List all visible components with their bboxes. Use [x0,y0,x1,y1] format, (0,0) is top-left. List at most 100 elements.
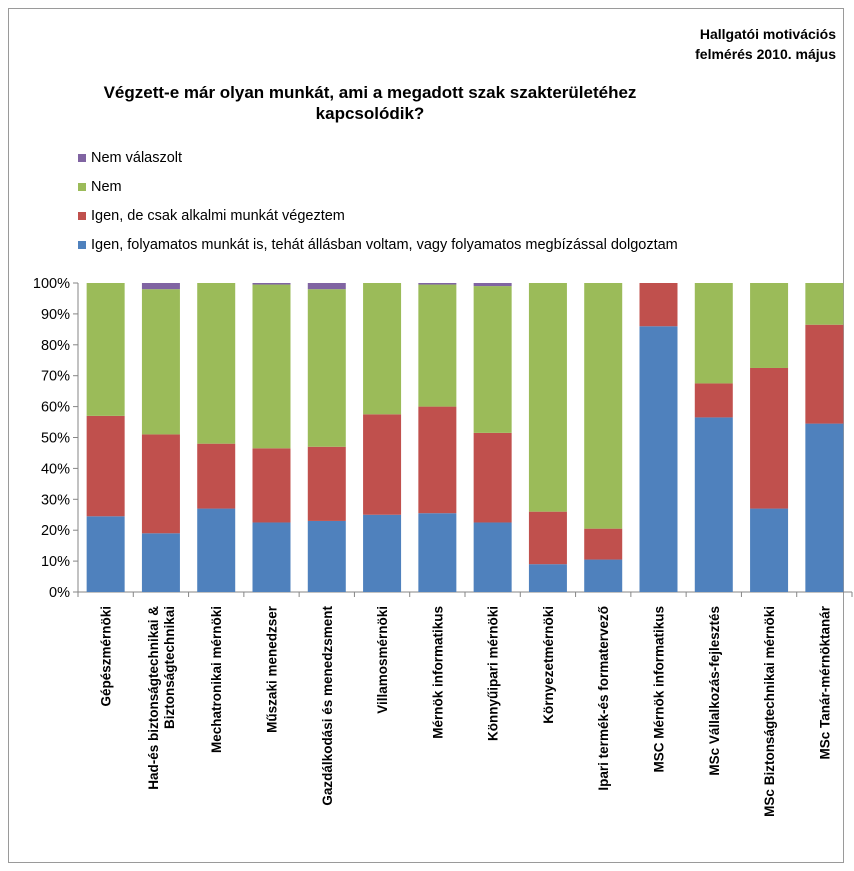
legend-label: Igen, de csak alkalmi munkát végeztem [91,208,345,224]
x-tick-label-line: Műszaki menedzser [265,605,280,733]
y-tick-label: 50% [41,431,70,447]
bar-segment [197,443,236,509]
legend-swatch [78,183,86,191]
bar-segment [805,283,844,325]
x-tick-label-line: Mérnök informatikus [430,606,445,739]
bar-segment [639,326,678,592]
bar-segment [584,283,623,529]
legend-label: Nem [91,179,122,195]
x-tick-label-line: Mechatronikai mérnöki [209,606,224,753]
x-tick-label-line: MSc Tanár-mérnöktanár [817,605,832,759]
bar-segment [86,415,125,517]
chart-title-line2: kapcsolódik? [315,104,425,123]
x-tick-label: MSc Biztonságtechnikai mérnöki [762,606,777,817]
bar-segment [805,324,844,424]
x-tick-label-line: Biztonságtechnikai [162,606,177,729]
x-tick-label-line: MSC Mérnök informatikus [652,606,667,773]
bar-segment [252,448,291,523]
chart-title: Végzett-e már olyan munkát, ami a megado… [70,82,670,124]
x-tick-label: Gépészmérnöki [99,606,114,707]
bar-segment [584,559,623,592]
x-tick-label: Műszaki menedzser [265,605,280,733]
bar-segment [750,283,789,368]
y-tick-label: 100% [33,276,70,292]
bar-segment [473,283,512,287]
x-tick-label: Villamosmérnöki [375,606,390,714]
bar-segment [584,528,623,560]
y-tick-label: 0% [49,585,70,601]
bar-segment [418,283,457,285]
bar-segment [252,283,291,285]
bar-segment [750,508,789,592]
bar-segment [473,522,512,592]
y-tick-label: 30% [41,492,70,508]
bar-segment [528,511,567,565]
survey-note: Hallgatói motivációs felmérés 2010. máju… [695,24,836,64]
bar-segment [750,367,789,509]
y-tick-label: 10% [41,554,70,570]
y-tick-label: 80% [41,338,70,354]
chart-title-line1: Végzett-e már olyan munkát, ami a megado… [103,83,637,102]
x-tick-label-line: Gazdálkodási és menedzsment [320,606,335,806]
bar-segment [86,516,125,592]
survey-note-line2: felmérés 2010. május [695,46,836,62]
bar-segment [694,283,733,384]
bar-segment [197,508,236,592]
bar-segment [197,283,236,444]
x-tick-label-line: Környezetmérnöki [541,606,556,724]
bar-segment [418,406,457,514]
x-tick-label: Ipari termék-és formatervező [596,606,611,791]
bar-segment [528,283,567,512]
bar-segment [418,284,457,407]
bar-segment [473,286,512,433]
x-tick-label: Mechatronikai mérnöki [209,606,224,753]
bar-segment [528,564,567,592]
y-tick-label: 90% [41,307,70,323]
bar-segment [307,289,346,447]
x-tick-label: MSC Mérnök informatikus [652,606,667,773]
x-tick-label: MSc Tanár-mérnöktanár [817,605,832,759]
y-tick-label: 40% [41,461,70,477]
x-tick-label-line: Ipari termék-és formatervező [596,606,611,791]
legend-swatch [78,212,86,220]
x-tick-label-line: Könnyűipari mérnöki [486,606,501,741]
bar-segment [418,513,457,592]
bar-segment [805,423,844,592]
bar-segment [86,283,125,416]
y-tick-label: 20% [41,523,70,539]
x-tick-label-line: Gépészmérnöki [99,606,114,707]
x-tick-label: Környezetmérnöki [541,606,556,724]
x-tick-label: Mérnök informatikus [430,606,445,739]
legend-label: Nem válaszolt [91,150,183,166]
bar-segment [141,283,180,290]
bar-segment [639,283,678,327]
legend-swatch [78,154,86,162]
x-tick-label: Könnyűipari mérnöki [486,606,501,741]
bar-segment [141,434,180,534]
bar-segment [307,520,346,592]
x-tick-label: Had-és biztonságtechnikai &Biztonságtech… [146,606,177,790]
bar-segment [694,383,733,418]
legend-swatch [78,241,86,249]
bar-segment [307,446,346,521]
x-tick-label: Gazdálkodási és menedzsment [320,606,335,806]
bar-segment [252,522,291,592]
x-tick-label-line: MSc Biztonságtechnikai mérnöki [762,606,777,817]
bar-segment [141,533,180,592]
bar-segment [363,514,402,592]
bar-segment [694,417,733,592]
bar-segment [363,283,402,415]
x-tick-label: MSc Vállalkozás-fejlesztés [707,606,722,776]
x-tick-label-line: Had-és biztonságtechnikai & [146,606,161,790]
bar-segment [473,432,512,523]
bar-segment [252,284,291,449]
x-tick-label-line: Villamosmérnöki [375,606,390,714]
bar-segment [307,283,346,290]
x-tick-label-line: MSc Vállalkozás-fejlesztés [707,606,722,776]
bar-segment [141,289,180,435]
legend-label: Igen, folyamatos munkát is, tehát állásb… [91,237,678,253]
y-tick-label: 60% [41,400,70,416]
y-tick-label: 70% [41,369,70,385]
bar-segment [363,414,402,515]
